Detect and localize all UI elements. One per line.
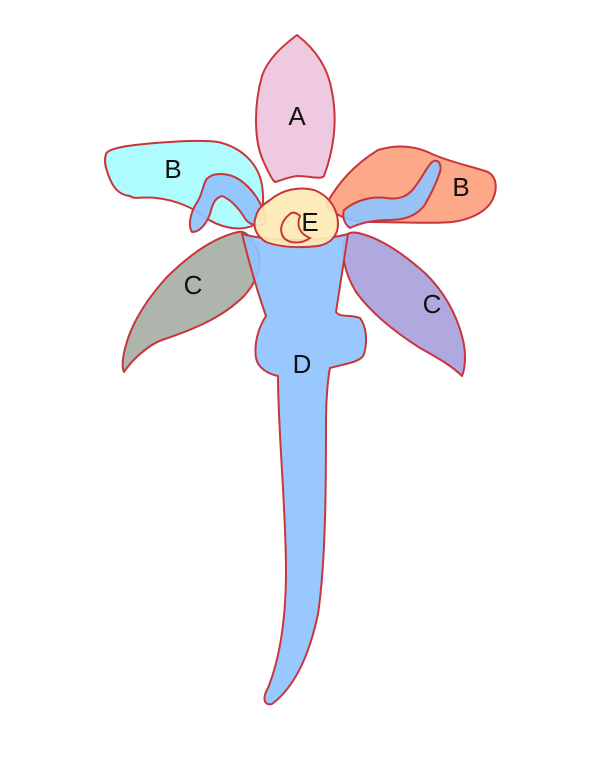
label-c-left: C: [184, 270, 203, 300]
label-e: E: [301, 207, 318, 237]
part-a-shape: [255, 34, 336, 183]
part-b-left-shape: [103, 139, 265, 230]
part-c-left-shape: [121, 230, 261, 373]
part-e-shape: [253, 187, 339, 249]
column-left-arm: [188, 173, 267, 233]
part-c-right-shape: [342, 231, 466, 377]
label-a: A: [288, 101, 306, 131]
column-right-arm: [342, 159, 442, 229]
label-b-left: B: [164, 154, 181, 184]
part-e-inner-fold: [280, 211, 313, 244]
label-d: D: [293, 349, 312, 379]
part-d-shape: [241, 233, 368, 706]
label-c-right: C: [423, 289, 442, 319]
label-b-right: B: [452, 172, 469, 202]
